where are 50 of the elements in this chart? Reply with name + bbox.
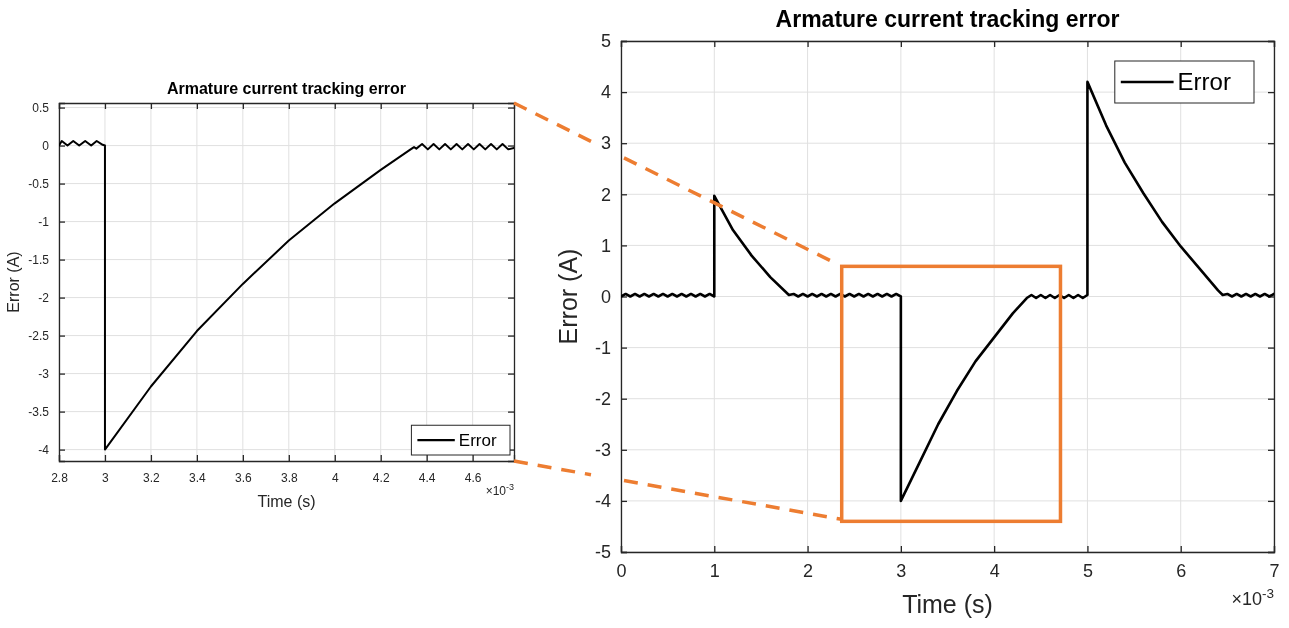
x-tick-label: 2: [803, 560, 814, 581]
x-tick-label: 5: [1082, 560, 1093, 581]
y-tick-label: -1: [38, 214, 50, 229]
text: ×10$^{-3}$: [485, 482, 514, 498]
y-tick-label: 4: [600, 82, 611, 103]
line-series: [59, 140, 514, 451]
y-axis-title: Error (A): [5, 251, 22, 313]
x-axis-title: Time (s): [257, 493, 316, 510]
x-tick-label: 3: [102, 470, 110, 485]
x-tick-label: 4.2: [372, 470, 390, 485]
y-tick-label: 0: [600, 286, 611, 307]
x-axis-title: Time (s): [902, 590, 993, 618]
y-tick-label: -2: [594, 388, 611, 409]
x-tick-label: 4.6: [464, 470, 482, 485]
y-tick-label: 1: [600, 235, 611, 256]
y-tick-label: -2.5: [28, 328, 50, 343]
x-tick-label: 3.6: [234, 470, 252, 485]
y-tick-label: -1: [594, 337, 611, 358]
y-tick-label: 0.5: [32, 100, 50, 115]
y-tick-label: -3: [38, 366, 50, 381]
y-tick-label: -3: [594, 440, 611, 461]
x-tick-label: 2.8: [51, 470, 69, 485]
x-tick-label: 4: [331, 470, 339, 485]
chart-title: Armature current tracking error: [166, 80, 407, 97]
y-tick-label: 5: [600, 31, 611, 52]
x-tick-label: 3.4: [189, 470, 207, 485]
y-tick-label: -5: [594, 542, 611, 563]
text: ×10$^{-3}$: [1231, 585, 1274, 609]
x-tick-label: 0: [616, 560, 627, 581]
y-tick-label: -2: [38, 290, 50, 305]
y-tick-label: -0.5: [28, 176, 50, 191]
x-tick-label: 1: [709, 560, 720, 581]
y-axis-title: Error (A): [554, 248, 582, 345]
x-tick-label: 7: [1269, 560, 1280, 581]
chart-title: Armature current tracking error: [775, 6, 1120, 32]
y-tick-label: 0: [42, 138, 50, 153]
legend-label: Error: [458, 431, 497, 451]
legend-label: Error: [1177, 68, 1231, 96]
x-tick-label: 3: [896, 560, 907, 581]
x-tick-label: 6: [1176, 560, 1187, 581]
x-tick-label: 3.8: [280, 470, 298, 485]
y-tick-label: 3: [600, 133, 611, 154]
y-tick-label: -3.5: [28, 404, 50, 419]
y-tick-label: 2: [600, 184, 611, 205]
x-tick-label: 3.2: [143, 470, 161, 485]
y-tick-label: -4: [38, 442, 50, 457]
x-tick-label: 4.4: [418, 470, 436, 485]
y-tick-label: -1.5: [28, 252, 50, 267]
y-tick-label: -4: [594, 491, 611, 512]
x-tick-label: 4: [989, 560, 1000, 581]
